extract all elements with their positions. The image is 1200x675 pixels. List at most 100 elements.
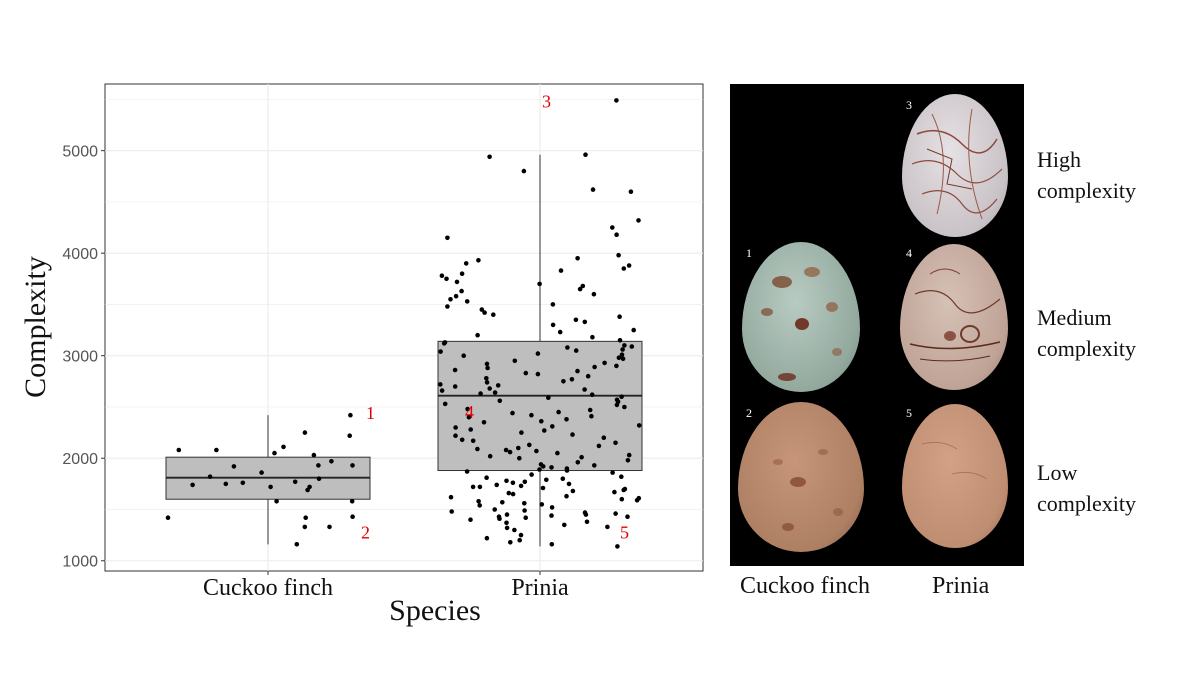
data-point	[614, 98, 619, 103]
data-point	[614, 397, 620, 403]
data-point	[539, 502, 545, 507]
data-point	[626, 452, 632, 458]
data-point	[190, 482, 195, 488]
label-line: Medium	[1037, 305, 1112, 330]
data-point	[537, 467, 542, 472]
complexity-boxplot: 1 2 3 4 5 1000 2000 3000 4000 5000 Cuckoo finch Pr…	[19, 83, 704, 627]
data-point	[504, 478, 509, 484]
data-point	[464, 469, 470, 474]
data-point	[540, 485, 546, 491]
data-point	[470, 484, 476, 490]
data-point	[589, 392, 595, 398]
data-point	[444, 276, 449, 282]
data-point	[580, 283, 586, 289]
data-point	[259, 470, 264, 475]
data-point	[272, 450, 277, 456]
data-point	[519, 430, 524, 435]
data-point	[207, 474, 213, 480]
data-point	[619, 496, 625, 502]
data-point	[510, 491, 516, 497]
data-point	[582, 319, 588, 325]
data-point	[561, 379, 566, 384]
data-point	[240, 480, 246, 486]
data-point	[442, 401, 448, 407]
egg-3-prinia-high	[902, 94, 1008, 237]
data-point	[516, 445, 521, 451]
data-point	[461, 353, 467, 359]
data-point	[484, 380, 490, 385]
data-point	[268, 484, 273, 490]
data-point	[294, 542, 300, 547]
data-point	[583, 152, 588, 157]
data-point	[165, 515, 171, 520]
data-point	[579, 454, 584, 460]
data-point	[504, 525, 510, 531]
data-point	[442, 340, 448, 345]
data-point	[557, 329, 563, 335]
data-point	[617, 314, 622, 320]
data-point	[549, 505, 555, 510]
data-point	[347, 433, 353, 439]
data-point	[523, 515, 528, 520]
column-label-prinia: Prinia	[932, 573, 990, 599]
data-point	[535, 371, 541, 377]
y-tick-label: 5000	[62, 144, 98, 161]
data-point	[625, 514, 630, 519]
data-point	[491, 312, 496, 318]
data-point	[620, 347, 625, 352]
data-point	[591, 291, 597, 297]
x-axis-title: Species	[389, 594, 481, 627]
data-point	[585, 373, 591, 379]
data-point	[550, 424, 555, 429]
x-tick-label: Prinia	[511, 575, 569, 601]
data-point	[602, 360, 607, 366]
annotation-label-5: 5	[620, 522, 629, 542]
data-point	[534, 448, 539, 454]
data-point	[305, 487, 310, 493]
data-point	[560, 476, 566, 482]
data-point	[303, 515, 309, 520]
label-high-complexity: High complexity	[1037, 144, 1136, 206]
data-point	[518, 483, 524, 489]
data-point	[549, 465, 554, 470]
label-line: complexity	[1037, 336, 1136, 361]
data-point	[569, 377, 575, 382]
data-point	[445, 235, 450, 241]
data-point	[479, 307, 485, 312]
egg-number: 1	[746, 246, 752, 260]
data-point	[610, 470, 615, 475]
data-point	[459, 288, 464, 294]
data-point	[610, 225, 615, 230]
data-point	[439, 273, 445, 279]
data-point	[468, 517, 473, 522]
data-point	[550, 322, 556, 328]
data-point	[629, 344, 635, 349]
x-tick-label: Cuckoo finch	[203, 575, 333, 601]
data-point	[539, 419, 544, 424]
data-point	[478, 391, 483, 396]
data-point	[538, 462, 544, 467]
data-point	[453, 425, 458, 430]
data-point	[523, 370, 529, 376]
data-point	[517, 537, 522, 543]
annotation-label-4: 4	[465, 402, 474, 422]
data-point	[496, 514, 502, 519]
data-point	[477, 503, 483, 508]
annotation-layer: 1 2 3 4 5	[361, 91, 629, 542]
data-point	[613, 440, 618, 446]
egg-4-prinia-medium	[900, 244, 1008, 390]
data-point	[508, 540, 513, 545]
data-point	[492, 390, 498, 395]
annotation-label-3: 3	[542, 91, 551, 111]
data-point	[617, 338, 623, 343]
data-point	[570, 432, 575, 437]
data-point	[619, 394, 624, 400]
data-point	[558, 268, 564, 273]
y-tick-label: 4000	[62, 246, 98, 263]
data-point	[615, 544, 620, 549]
data-point	[487, 453, 493, 459]
data-point	[589, 413, 594, 419]
annotation-label-1: 1	[366, 403, 375, 423]
data-point	[582, 510, 588, 515]
data-point	[452, 384, 458, 389]
